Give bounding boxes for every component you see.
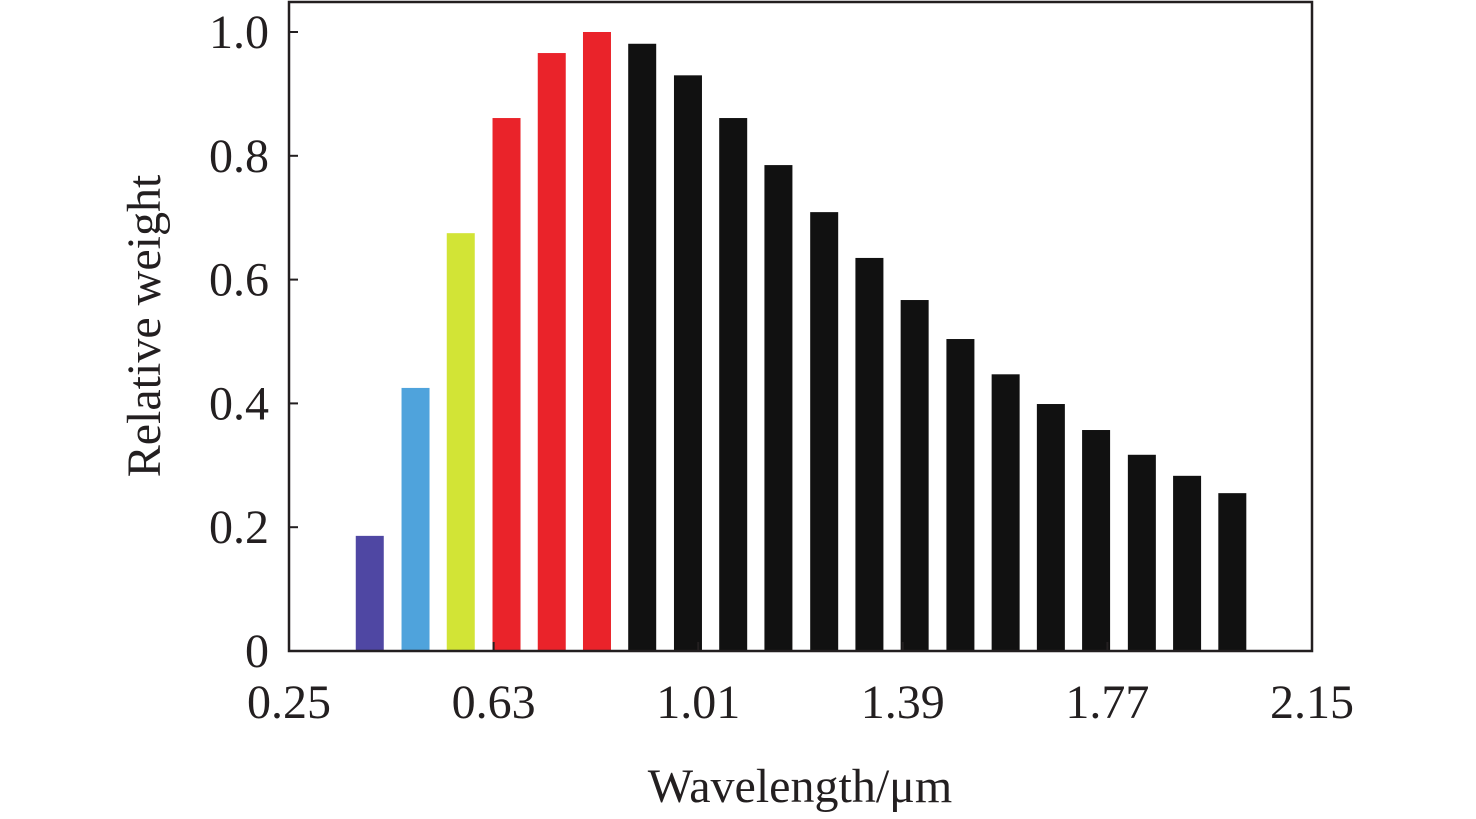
bar <box>1173 475 1202 651</box>
bar <box>719 118 748 651</box>
y-tick-label: 0.8 <box>209 130 269 183</box>
bar <box>492 118 521 651</box>
bar <box>355 535 384 651</box>
bar <box>628 43 657 652</box>
bar <box>764 165 793 651</box>
x-axis: 0.25 0.63 1.01 1.39 1.77 2.15 <box>247 642 1354 729</box>
y-tick-label: 0.6 <box>209 254 269 307</box>
bar <box>446 233 475 652</box>
bar <box>537 53 566 651</box>
x-tick-label: 1.77 <box>1065 676 1149 729</box>
y-axis-label: Relative weight <box>118 174 171 477</box>
bar <box>1127 454 1156 651</box>
y-tick-label: 0 <box>245 625 269 678</box>
x-tick-label: 0.25 <box>247 676 331 729</box>
plot-frame <box>287 0 1314 653</box>
y-tick-label: 0.2 <box>209 501 269 554</box>
bar <box>946 339 975 651</box>
x-tick-label: 1.01 <box>656 676 740 729</box>
bar <box>900 300 929 651</box>
y-axis: 0 0.2 0.4 0.6 0.8 1.0 <box>209 6 298 678</box>
bar <box>855 257 884 651</box>
bars <box>355 32 1247 652</box>
x-tick-label: 2.15 <box>1270 676 1354 729</box>
y-tick-label: 1.0 <box>209 6 269 59</box>
bar <box>673 75 702 651</box>
bar <box>1218 493 1247 651</box>
x-tick-label: 0.63 <box>452 676 536 729</box>
x-axis-label: Wavelength/μm <box>648 760 952 813</box>
bar <box>1036 404 1065 651</box>
bar <box>1082 430 1111 651</box>
x-tick-label: 1.39 <box>861 676 945 729</box>
bar <box>582 32 611 651</box>
y-tick-label: 0.4 <box>209 377 269 430</box>
bar <box>401 387 430 651</box>
bar <box>991 374 1020 651</box>
bar <box>810 212 839 651</box>
